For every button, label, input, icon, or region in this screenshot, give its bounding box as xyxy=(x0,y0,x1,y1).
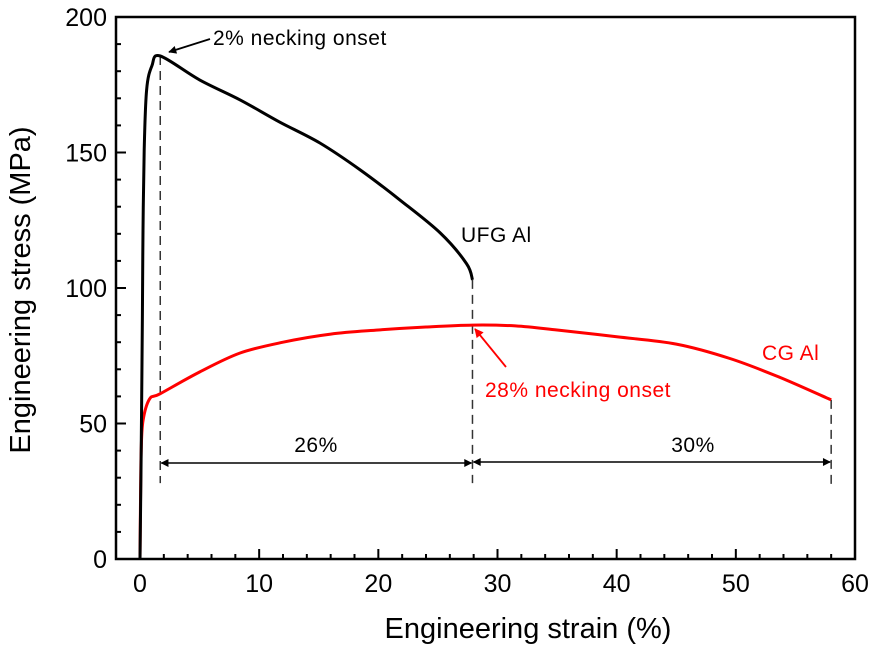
annotation-30pct: 30% xyxy=(671,434,715,457)
x-tick-label: 0 xyxy=(133,570,147,598)
y-tick-label: 0 xyxy=(93,546,107,574)
x-tick-label: 50 xyxy=(722,570,750,598)
x-axis-tick-labels: 0 10 20 30 40 50 60 xyxy=(133,570,869,598)
necking-arrow-cg xyxy=(474,328,507,368)
annotation-2pct-necking-onset: 2% necking onset xyxy=(213,27,387,50)
annotation-26pct: 26% xyxy=(294,434,338,457)
x-tick-label: 20 xyxy=(364,570,392,598)
label-ufg-al: UFG Al xyxy=(461,224,532,247)
x-tick-label: 10 xyxy=(245,570,273,598)
y-axis-ticks xyxy=(116,16,126,560)
x-tick-label: 60 xyxy=(841,570,869,598)
x-axis-ticks xyxy=(139,549,856,559)
necking-arrow-ufg xyxy=(168,38,211,54)
y-axis-tick-labels: 0 50 100 150 200 xyxy=(65,4,107,574)
y-tick-label: 100 xyxy=(65,275,107,303)
y-axis-title: Engineering stress (MPa) xyxy=(5,126,37,453)
necking-guides xyxy=(159,56,832,486)
series-line-ufg-al xyxy=(138,54,474,560)
y-tick-label: 200 xyxy=(65,4,107,32)
y-tick-label: 150 xyxy=(65,140,107,168)
x-tick-label: 40 xyxy=(603,570,631,598)
plot-frame xyxy=(114,15,857,561)
y-tick-label: 50 xyxy=(79,411,107,439)
label-cg-al: CG Al xyxy=(762,342,819,365)
series-line-cg-al xyxy=(138,323,832,560)
x-axis-title: Engineering strain (%) xyxy=(385,613,672,645)
annotation-28pct-necking-onset: 28% necking onset xyxy=(485,379,671,402)
x-tick-label: 30 xyxy=(484,570,512,598)
